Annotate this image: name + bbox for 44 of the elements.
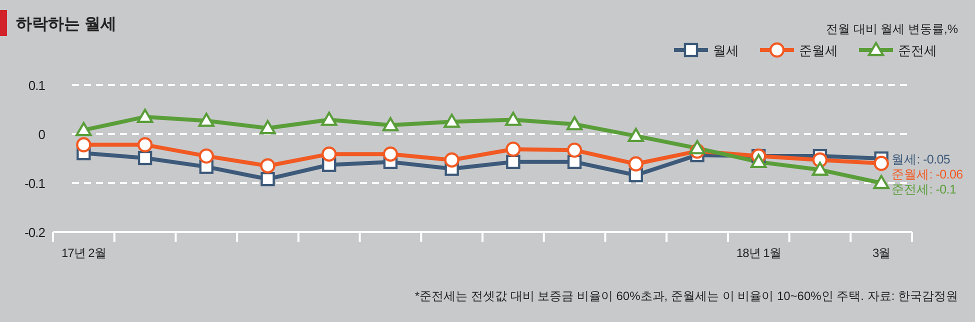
point [198,148,214,164]
point [136,108,154,123]
y-tick-label: -0.1 [24,176,46,191]
point [505,112,522,126]
point [506,142,521,157]
point [382,146,398,162]
legend-label: 월세 [713,43,739,58]
point [628,156,644,172]
legend-label: 준전세 [898,43,937,58]
point [873,174,890,190]
point [444,152,460,168]
point [321,112,338,126]
point [382,117,399,132]
point [260,158,276,174]
point [137,137,153,152]
point [76,122,92,136]
y-tick-label: 0 [38,127,46,142]
point [260,172,275,186]
y-tick-label: 0.1 [28,78,46,93]
text: *준전세는 전셋값 대비 보증금 비율이 60%초과, 준월세는 이 비율이 10~60%인 주택. 자료: 한국감정원 [414,289,958,303]
annotation: 준월세: -0.06 [891,168,964,182]
point [750,154,767,168]
annotation: 준전세: -0.1 [891,182,956,196]
point [689,140,706,154]
x-tick-label: 17년 2월 [62,246,106,260]
point [566,142,582,158]
point [566,116,583,130]
point [506,154,520,170]
y-tick-label: -0.2 [24,225,46,240]
point [628,128,644,142]
legend-label: 준월세 [799,43,838,58]
x-tick-label: 3월 [872,246,890,260]
point [260,120,276,134]
y-axis-title: 전월 대비 월세 변동률,% [826,22,958,36]
point [198,112,214,127]
x-tick-label: 18년 1월 [736,246,781,260]
point [812,162,828,176]
point [444,114,460,128]
point [76,137,92,152]
chart-title: 하락하는 월세 [16,16,116,33]
point [874,156,889,171]
annotation: 월세: -0.05 [891,152,950,166]
point [322,146,337,162]
point [138,150,152,166]
